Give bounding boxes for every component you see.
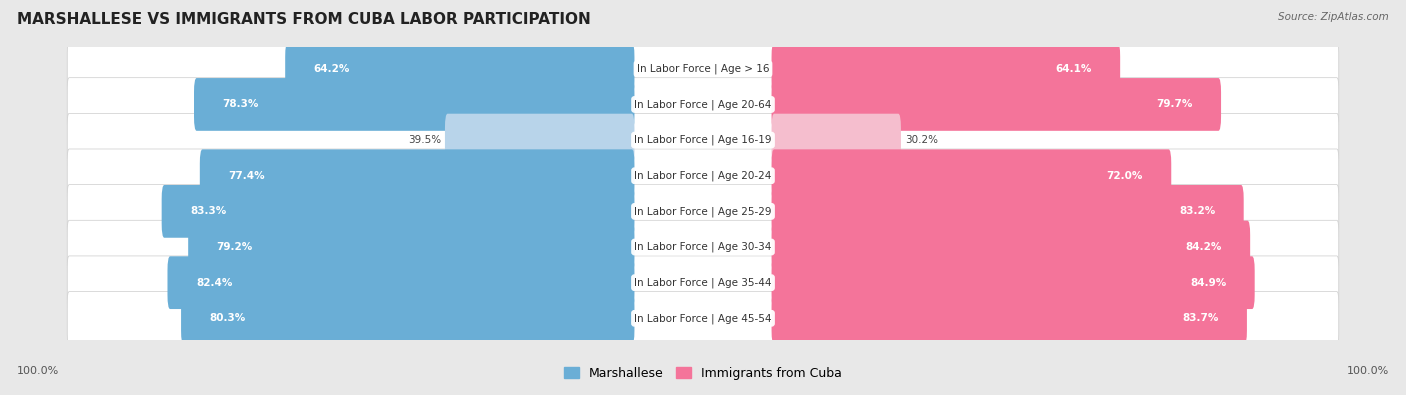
- FancyBboxPatch shape: [444, 114, 634, 166]
- FancyBboxPatch shape: [67, 220, 1339, 274]
- FancyBboxPatch shape: [188, 221, 634, 273]
- Text: 80.3%: 80.3%: [209, 313, 246, 324]
- Text: 39.5%: 39.5%: [408, 135, 441, 145]
- FancyBboxPatch shape: [772, 292, 1247, 345]
- Text: In Labor Force | Age 45-54: In Labor Force | Age 45-54: [634, 313, 772, 324]
- Text: 79.7%: 79.7%: [1156, 100, 1192, 109]
- FancyBboxPatch shape: [194, 78, 634, 131]
- FancyBboxPatch shape: [772, 42, 1121, 95]
- Text: 77.4%: 77.4%: [228, 171, 264, 181]
- Text: 83.3%: 83.3%: [190, 206, 226, 216]
- Text: 64.1%: 64.1%: [1056, 64, 1091, 74]
- Text: 84.9%: 84.9%: [1189, 278, 1226, 288]
- Text: 100.0%: 100.0%: [17, 366, 59, 376]
- FancyBboxPatch shape: [200, 149, 634, 202]
- FancyBboxPatch shape: [772, 149, 1171, 202]
- Text: In Labor Force | Age 16-19: In Labor Force | Age 16-19: [634, 135, 772, 145]
- Text: In Labor Force | Age 20-24: In Labor Force | Age 20-24: [634, 171, 772, 181]
- FancyBboxPatch shape: [772, 114, 901, 166]
- FancyBboxPatch shape: [67, 78, 1339, 131]
- Text: In Labor Force | Age 25-29: In Labor Force | Age 25-29: [634, 206, 772, 216]
- FancyBboxPatch shape: [162, 185, 634, 238]
- FancyBboxPatch shape: [772, 256, 1254, 309]
- Text: 72.0%: 72.0%: [1107, 171, 1143, 181]
- Text: Source: ZipAtlas.com: Source: ZipAtlas.com: [1278, 12, 1389, 22]
- Text: 30.2%: 30.2%: [905, 135, 938, 145]
- Text: 83.2%: 83.2%: [1180, 206, 1215, 216]
- Text: 64.2%: 64.2%: [314, 64, 350, 74]
- Text: In Labor Force | Age 20-64: In Labor Force | Age 20-64: [634, 99, 772, 110]
- Text: 83.7%: 83.7%: [1182, 313, 1219, 324]
- FancyBboxPatch shape: [67, 256, 1339, 309]
- FancyBboxPatch shape: [167, 256, 634, 309]
- Text: 84.2%: 84.2%: [1185, 242, 1222, 252]
- Text: In Labor Force | Age 30-34: In Labor Force | Age 30-34: [634, 242, 772, 252]
- FancyBboxPatch shape: [67, 113, 1339, 167]
- Text: In Labor Force | Age 35-44: In Labor Force | Age 35-44: [634, 277, 772, 288]
- Text: 100.0%: 100.0%: [1347, 366, 1389, 376]
- Text: 78.3%: 78.3%: [222, 100, 259, 109]
- FancyBboxPatch shape: [285, 42, 634, 95]
- FancyBboxPatch shape: [772, 78, 1220, 131]
- FancyBboxPatch shape: [67, 149, 1339, 203]
- FancyBboxPatch shape: [181, 292, 634, 345]
- FancyBboxPatch shape: [67, 292, 1339, 345]
- Legend: Marshallese, Immigrants from Cuba: Marshallese, Immigrants from Cuba: [560, 362, 846, 385]
- FancyBboxPatch shape: [772, 221, 1250, 273]
- FancyBboxPatch shape: [772, 185, 1244, 238]
- Text: 79.2%: 79.2%: [217, 242, 253, 252]
- Text: MARSHALLESE VS IMMIGRANTS FROM CUBA LABOR PARTICIPATION: MARSHALLESE VS IMMIGRANTS FROM CUBA LABO…: [17, 12, 591, 27]
- FancyBboxPatch shape: [67, 184, 1339, 238]
- FancyBboxPatch shape: [67, 42, 1339, 96]
- Text: 82.4%: 82.4%: [195, 278, 232, 288]
- Text: In Labor Force | Age > 16: In Labor Force | Age > 16: [637, 64, 769, 74]
